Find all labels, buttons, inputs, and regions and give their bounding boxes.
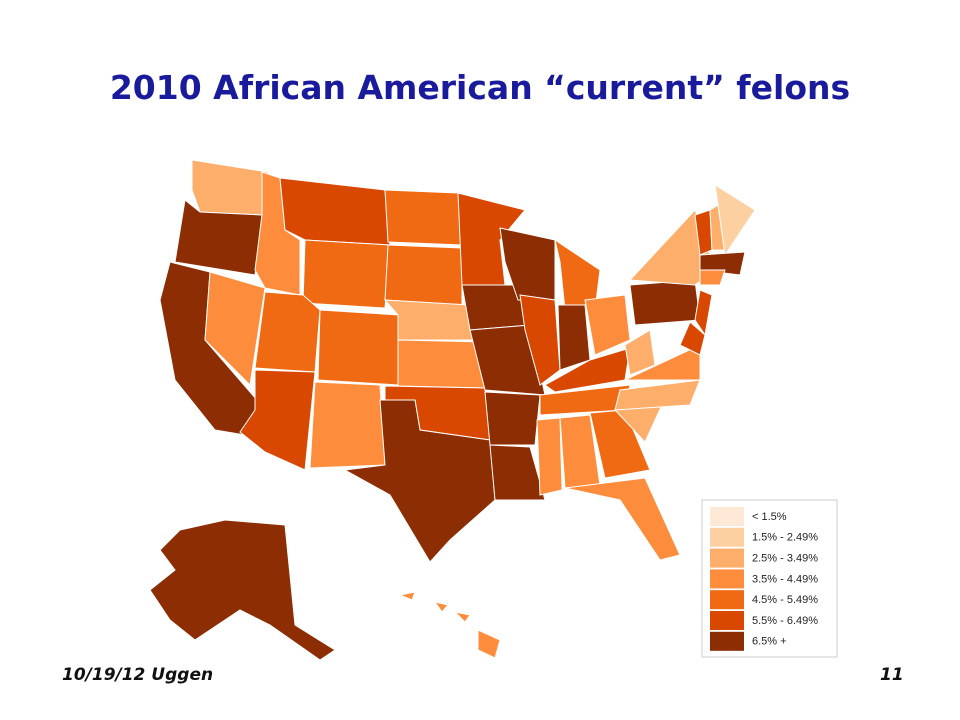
legend-swatch — [710, 590, 744, 610]
state — [254, 291, 321, 373]
state — [317, 309, 401, 386]
state — [302, 239, 391, 309]
state — [584, 294, 631, 356]
legend-swatch — [710, 611, 744, 630]
legend-swatch — [710, 527, 744, 547]
legend-label: < 1.5% — [752, 511, 787, 523]
legend-swatch — [710, 631, 744, 651]
state — [149, 519, 336, 661]
state — [384, 189, 463, 246]
state — [204, 271, 266, 387]
legend-swatch — [710, 548, 744, 568]
state — [624, 329, 656, 376]
state — [519, 294, 561, 386]
state — [557, 304, 591, 371]
legend-label: 1.5% - 2.49% — [752, 532, 818, 544]
state — [398, 591, 416, 601]
legend-swatch — [710, 507, 744, 526]
legend-label: 6.5% + — [752, 636, 787, 648]
legend-label: 5.5% - 6.49% — [752, 615, 818, 627]
footer-page: 11 — [880, 665, 904, 685]
state — [629, 279, 701, 326]
footer-date: 10/19/12 Uggen — [62, 665, 214, 685]
state — [564, 477, 681, 561]
state — [191, 159, 269, 216]
legend-label: 2.5% - 3.49% — [752, 553, 818, 565]
legend-label: 4.5% - 5.49% — [752, 594, 818, 606]
state — [699, 269, 726, 286]
state — [614, 379, 701, 411]
state — [343, 399, 496, 563]
state — [453, 611, 471, 623]
state — [457, 192, 526, 286]
state — [699, 251, 746, 276]
state — [433, 601, 449, 613]
state — [384, 244, 463, 306]
state — [397, 339, 486, 389]
legend-swatch — [710, 569, 744, 589]
state — [279, 177, 391, 246]
state — [536, 417, 563, 496]
legend-label: 3.5% - 4.49% — [752, 573, 818, 585]
state — [239, 369, 316, 471]
state — [383, 299, 486, 341]
state — [679, 321, 706, 356]
state — [489, 444, 546, 501]
state — [589, 409, 651, 479]
slide-title: 2010 African American “current” felons — [109, 68, 851, 107]
state — [544, 347, 631, 393]
state — [624, 344, 701, 381]
state — [484, 391, 541, 446]
state — [477, 629, 501, 659]
state — [309, 381, 386, 469]
